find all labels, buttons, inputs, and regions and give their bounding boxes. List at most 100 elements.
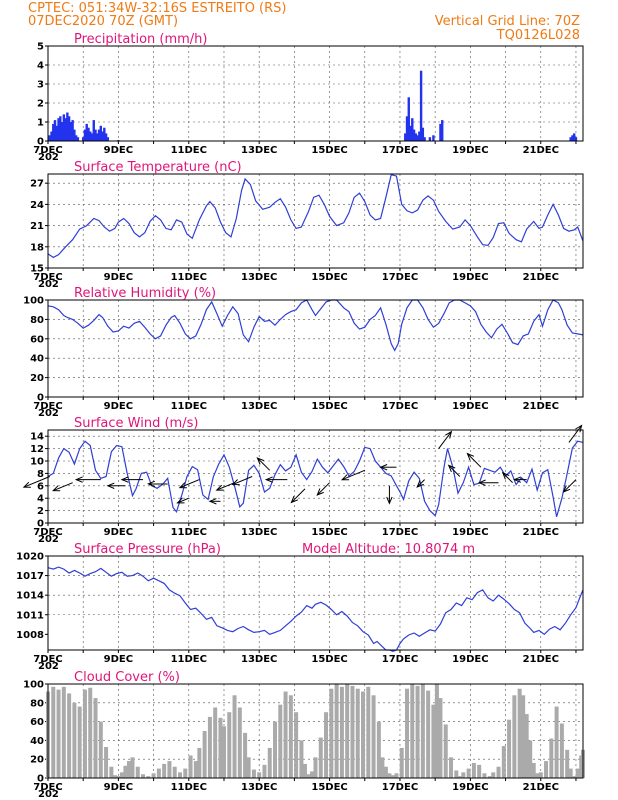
temp-xtick-label: 19DEC (452, 272, 488, 283)
wind-vector-head (466, 452, 475, 461)
precip-bar (419, 70, 423, 141)
wind-ytick-label: 0 (37, 519, 44, 530)
wind-vector-head (106, 482, 115, 489)
rh-ytick-label: 100 (23, 296, 44, 307)
wind-vector-head (52, 485, 61, 492)
cloud-bar (487, 776, 492, 778)
cloud-bar (449, 757, 454, 778)
cloud-bar (565, 749, 570, 778)
cloud-bar (197, 747, 202, 778)
temp-panel: 15 18 21 24 27 Surface Temperature (nC) 7DEC 9D… (30, 160, 584, 290)
rh-title: Relative Humidity (%) (74, 286, 216, 301)
cloud-bar (535, 773, 540, 778)
pressure-xtick-label: 19DEC (452, 654, 488, 665)
cloud-bar (146, 776, 151, 778)
precip-bar (76, 137, 80, 141)
precip-ytick-label: 2 (37, 99, 44, 110)
cloud-bar (350, 685, 355, 778)
cloud-bar (431, 704, 436, 778)
precip-bar (101, 131, 104, 141)
precip-bar (428, 137, 432, 141)
cloud-bar (193, 761, 198, 778)
wind-vector-head (120, 476, 129, 483)
wind-vector-head (340, 474, 350, 481)
rh-xtick-label: 15DEC (311, 401, 347, 412)
cloud-xtick-label: 11DEC (171, 782, 207, 793)
temp-frame (47, 173, 584, 269)
cloud-bar (82, 689, 87, 778)
temp-ytick-label: 21 (30, 221, 44, 232)
precip-bar (571, 135, 574, 141)
cloud-bar (56, 689, 61, 778)
cloud-bar (521, 695, 526, 778)
wind-vector-shaft (502, 472, 513, 484)
wind-vector-head (290, 495, 299, 504)
cloud-bar (334, 684, 339, 778)
rh-xtick-label: 13DEC (241, 401, 277, 412)
wind-vector-shaft (563, 479, 577, 493)
precip-bar (71, 120, 74, 141)
cloud-xtick-label: 21DEC (523, 782, 559, 793)
cloud-ytick-label: 100 (23, 680, 44, 691)
precip-xtick-label: 13DEC (241, 145, 277, 156)
precip-bar (89, 131, 92, 141)
cloud-bar (496, 766, 501, 778)
cloud-bar (575, 768, 580, 778)
cloud-bar (366, 686, 371, 778)
wind-vector-head (386, 496, 393, 505)
wind-vector-shaft (179, 479, 200, 489)
rh-ytick-label: 80 (30, 315, 44, 326)
wind-vector-shaft (177, 497, 189, 504)
precip-bar (81, 137, 85, 141)
precip-bar (66, 112, 69, 141)
wind-vector-head (178, 482, 187, 489)
cloud-bar (283, 691, 288, 778)
temp-xtick-label: 15DEC (311, 272, 347, 283)
wind-xtick-label: 17DEC (382, 527, 418, 538)
cloud-bar (477, 764, 482, 778)
precip-bar (85, 123, 88, 141)
wind-xtick-label: 21DEC (523, 527, 559, 538)
rh-ytick-label: 0 (37, 393, 44, 404)
cloud-bar (202, 731, 207, 778)
header-grid-note: Vertical Grid Line: 70Z (435, 14, 580, 29)
precip-bar (423, 137, 426, 141)
precip-bar (53, 120, 57, 141)
cloud-bar (88, 687, 93, 778)
cloud-bar (313, 757, 318, 778)
cloud-year-label: 202 (38, 789, 59, 800)
cloud-bar (278, 704, 283, 778)
temp-title: Surface Temperature (nC) (74, 160, 242, 175)
wind-frame (47, 429, 584, 524)
cloud-bar (443, 724, 448, 778)
wind-vector-head (264, 476, 273, 483)
cloud-bar (246, 757, 251, 778)
cloud-bar (172, 766, 177, 778)
cloud-ytick-label: 60 (30, 717, 44, 728)
rh-xtick-label: 21DEC (523, 401, 559, 412)
pressure-xtick-label: 17DEC (382, 654, 418, 665)
precip-bar (405, 116, 409, 141)
precip-panel: 0 1 2 3 4 5 Precipitation (mm/h) 7DEC 9DEC 11DEC 1… (33, 32, 584, 163)
cloud-panel: 0 20 40 60 80 100 Cloud Cover (%) 7DEC 9DEC 11DEC… (23, 670, 585, 800)
cloud-bar (438, 698, 443, 778)
cloud-bar (528, 740, 533, 778)
pressure-ytick-label: 1014 (16, 591, 44, 602)
cloud-bar (491, 772, 496, 778)
wind-ytick-label: 6 (37, 481, 44, 492)
wind-vector-head (477, 479, 486, 486)
cloud-bar (98, 721, 103, 778)
cloud-bar (554, 706, 559, 778)
cloud-bar (380, 757, 385, 778)
temp-series-line (47, 173, 584, 259)
precip-xtick-label: 19DEC (452, 145, 488, 156)
cloud-bar (538, 772, 543, 778)
pressure-ytick-label: 1017 (16, 571, 44, 582)
cloud-bar (549, 738, 554, 778)
precip-bar (87, 127, 90, 141)
wind-series-line (47, 440, 584, 517)
precip-xtick-label: 21DEC (523, 145, 559, 156)
cloud-bar (420, 684, 425, 778)
rh-ytick-label: 60 (30, 334, 44, 345)
